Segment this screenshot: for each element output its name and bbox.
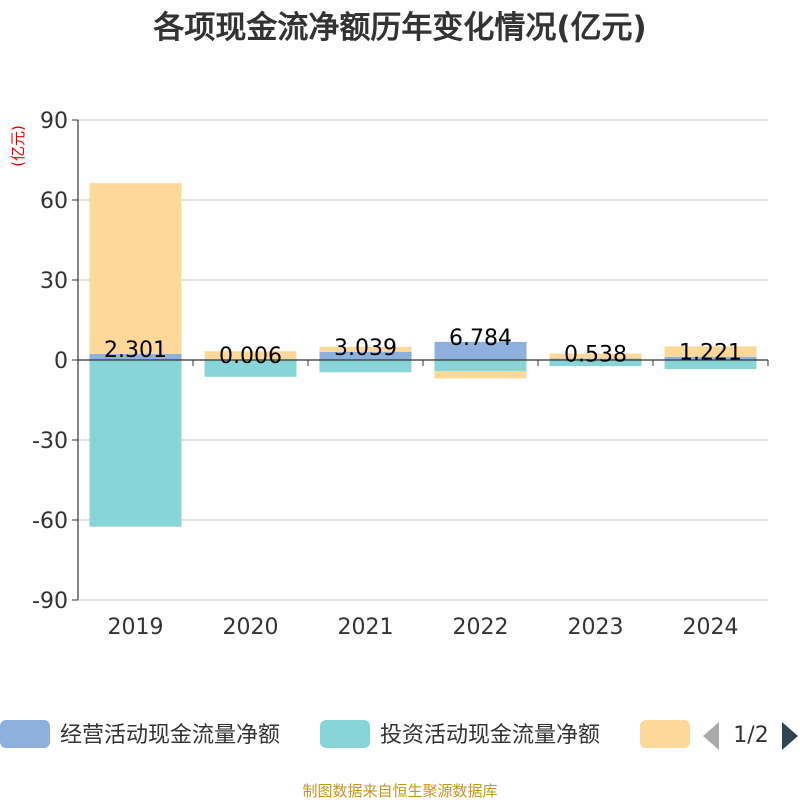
bar-2020-s2 xyxy=(204,351,297,360)
data-label: 3.039 xyxy=(334,336,397,361)
bar-2023-s0 xyxy=(549,358,642,360)
axes: 90 60 30 0 -30 -60 -90 2019 2020 2021 2022 2023 2024 xyxy=(32,109,769,640)
x-tick-label: 2022 xyxy=(453,615,509,640)
legend-next-icon xyxy=(782,722,798,750)
bar-2022-s0 xyxy=(434,341,527,360)
data-labels: 2.301 0.006 3.039 6.784 0.538 1.221 xyxy=(104,326,742,369)
bar-2023-s2 xyxy=(549,353,642,359)
bar-2022-s2 xyxy=(434,371,527,379)
bar-2021-s0 xyxy=(319,351,412,360)
x-tick-label: 2023 xyxy=(568,615,624,640)
data-label: 2.301 xyxy=(104,338,167,363)
source-note: 制图数据来自恒生聚源数据库 xyxy=(302,782,497,800)
bar-2019-s2 xyxy=(89,183,182,354)
y-tick-label: -90 xyxy=(32,589,68,614)
data-label: 0.006 xyxy=(219,344,282,369)
legend-swatch-2 xyxy=(640,720,690,748)
data-label: 0.538 xyxy=(564,343,627,368)
bar-2019-s0 xyxy=(89,353,182,360)
bar-2024-s0 xyxy=(664,356,757,360)
legend-page-indicator: 1/2 xyxy=(733,723,768,748)
bar-2024-s2 xyxy=(664,346,757,357)
y-tick-label: -60 xyxy=(32,509,68,534)
y-tick-label: 30 xyxy=(40,269,68,294)
legend-label-0: 经营活动现金流量净额 xyxy=(60,723,280,748)
y-tick-label: -30 xyxy=(32,429,68,454)
x-tick-label: 2020 xyxy=(223,615,279,640)
data-label: 1.221 xyxy=(679,341,742,366)
chart-title: 各项现金流净额历年变化情况(亿元) xyxy=(152,10,646,46)
x-tick-label: 2021 xyxy=(338,615,394,640)
y-tick-label: 0 xyxy=(54,349,68,374)
y-axis-unit: (亿元) xyxy=(9,125,27,167)
y-tick-label: 60 xyxy=(40,189,68,214)
data-label: 6.784 xyxy=(449,326,512,351)
x-tick-label: 2024 xyxy=(683,615,739,640)
legend-label-1: 投资活动现金流量净额 xyxy=(380,723,600,748)
legend-swatch-0 xyxy=(0,720,50,748)
bar-2022-s1 xyxy=(434,360,527,372)
legend-prev-icon xyxy=(703,722,719,750)
bar-2021-s2 xyxy=(319,346,412,352)
bars xyxy=(89,183,757,527)
y-tick-label: 90 xyxy=(40,109,68,134)
legend: 经营活动现金流量净额 投资活动现金流量净额 1/2 xyxy=(0,720,798,750)
legend-swatch-1 xyxy=(320,720,370,748)
bar-2024-s1 xyxy=(664,360,757,370)
bar-2019-s1 xyxy=(89,360,182,527)
bar-2021-s1 xyxy=(319,360,412,373)
bar-2020-s1 xyxy=(204,360,297,377)
bar-2023-s1 xyxy=(549,360,642,367)
x-tick-label: 2019 xyxy=(108,615,164,640)
